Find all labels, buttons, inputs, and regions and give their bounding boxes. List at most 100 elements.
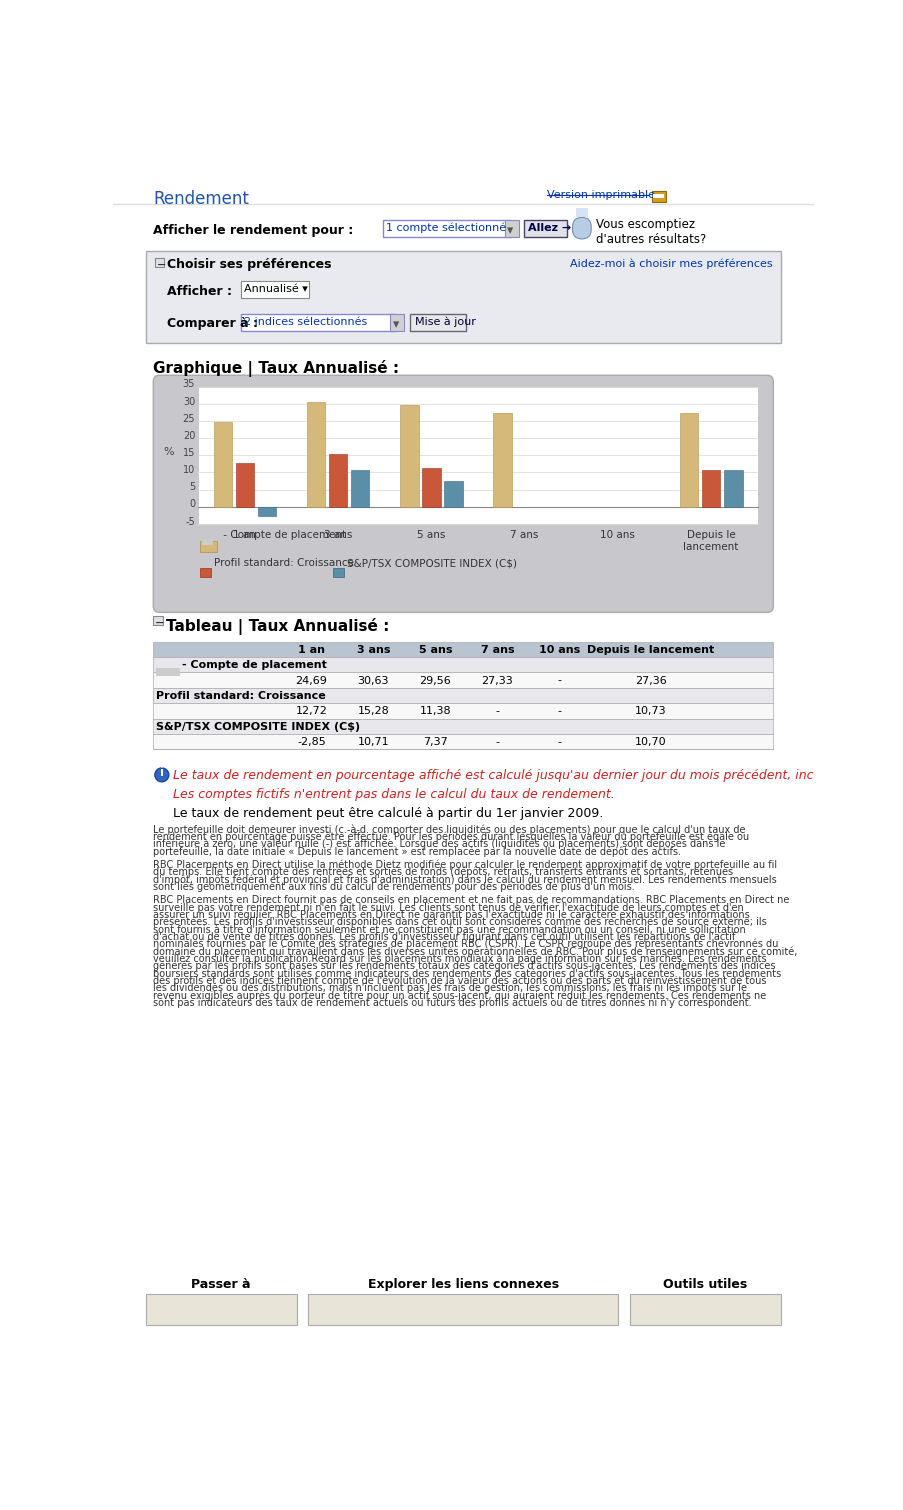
Text: 27,33: 27,33	[481, 675, 513, 686]
Text: −: −	[154, 618, 164, 628]
Text: sont fournis à titre d'information seulement et ne constituent pas une recommand: sont fournis à titre d'information seule…	[154, 924, 745, 935]
Text: d'impôt, impôts fédéral et provincial et frais d'administration) dans le calcul : d'impôt, impôts fédéral et provincial et…	[154, 874, 777, 885]
Bar	[154, 672, 772, 689]
Bar	[202, 539, 213, 545]
Bar	[409, 314, 465, 331]
Bar	[306, 402, 325, 507]
Bar	[257, 507, 276, 516]
Text: boursiers standards sont utilisés comme indicateurs des rendements des catégorie: boursiers standards sont utilisés comme …	[154, 968, 781, 978]
Text: 10,73: 10,73	[634, 707, 666, 716]
Text: d'achat ou de vente de titres donnés. Les profils d'investisseur figurant dans c: d'achat ou de vente de titres donnés. Le…	[154, 932, 735, 942]
Text: 10 ans: 10 ans	[538, 645, 580, 655]
Text: Depuis le
lancement: Depuis le lancement	[683, 530, 738, 551]
Text: 10,71: 10,71	[358, 737, 389, 747]
Text: Le taux de rendement en pourcentage affiché est calculé jusqu'au dernier jour du: Le taux de rendement en pourcentage affi…	[173, 769, 886, 782]
Text: sont liés géométriquement aux fins du calcul de rendements pour des périodes de : sont liés géométriquement aux fins du ca…	[154, 882, 634, 892]
Text: Profil standard: Croissance: Profil standard: Croissance	[155, 692, 325, 701]
Text: - Compte de placement: - Compte de placement	[219, 530, 346, 541]
Text: revenu exigibles auprès du porteur de titre pour un actif sous-jacent, qui aurai: revenu exigibles auprès du porteur de ti…	[154, 991, 766, 1001]
Text: 10,70: 10,70	[634, 737, 666, 747]
Text: 1 an: 1 an	[233, 530, 256, 541]
Bar	[154, 616, 163, 625]
Text: 10: 10	[182, 465, 195, 476]
Bar	[493, 414, 511, 507]
Bar	[145, 251, 780, 343]
Text: Afficher :: Afficher :	[167, 285, 232, 297]
Bar	[723, 470, 741, 507]
Text: domaine du placement qui travaillent dans les diverses unités opérationnelles de: domaine du placement qui travaillent dan…	[154, 947, 796, 957]
Text: présentées. Les profils d'investisseur disponibles dans cet outil sont considéré: présentées. Les profils d'investisseur d…	[154, 917, 767, 927]
Bar	[701, 470, 720, 507]
Text: -: -	[495, 707, 498, 716]
Bar	[154, 704, 772, 719]
Text: 2 indices sélectionnés: 2 indices sélectionnés	[244, 317, 367, 326]
Bar	[400, 405, 418, 507]
Text: Explorer les liens connexes: Explorer les liens connexes	[368, 1279, 558, 1291]
Text: %: %	[163, 447, 174, 458]
Bar	[145, 1294, 296, 1324]
Text: ▾: ▾	[392, 319, 398, 331]
Text: Graphique | Taux Annualisé :: Graphique | Taux Annualisé :	[154, 359, 399, 378]
Text: 1 compte sélectionné: 1 compte sélectionné	[386, 223, 506, 233]
Text: portefeuille, la date initiale « Depuis le lancement » est remplacée par la nouv: portefeuille, la date initiale « Depuis …	[154, 846, 681, 856]
Bar	[505, 219, 518, 237]
Bar	[154, 734, 772, 749]
Text: -: -	[557, 737, 561, 747]
Bar	[443, 482, 462, 507]
Bar	[679, 412, 698, 507]
Bar	[154, 657, 772, 672]
Text: S&P/TSX COMPOSITE INDEX (C$): S&P/TSX COMPOSITE INDEX (C$)	[155, 722, 359, 732]
Text: Vous escomptiez
d'autres résultats?: Vous escomptiez d'autres résultats?	[595, 217, 705, 246]
Text: 15,28: 15,28	[357, 707, 389, 716]
Bar	[629, 1294, 780, 1324]
Bar	[154, 642, 772, 657]
Text: 7 ans: 7 ans	[510, 530, 538, 541]
Text: ▾: ▾	[507, 225, 512, 237]
Bar	[154, 258, 164, 267]
Text: Mise à jour: Mise à jour	[414, 317, 476, 328]
Text: veuillez consulter la publication Regard sur les placements mondiaux à la page i: veuillez consulter la publication Regard…	[154, 953, 766, 963]
Text: Passer à: Passer à	[191, 1279, 250, 1291]
Bar	[329, 455, 347, 507]
Text: 5 ans: 5 ans	[417, 530, 445, 541]
Text: Version imprimable: Version imprimable	[546, 190, 655, 201]
Circle shape	[154, 769, 169, 782]
Text: RBC Placements en Direct fournit pas de conseils en placement et ne fait pas de : RBC Placements en Direct fournit pas de …	[154, 895, 789, 904]
Text: nominales fournies par le Comité des stratégies de placement RBC (CSPR). Le CSPR: nominales fournies par le Comité des str…	[154, 939, 777, 950]
Text: - Compte de placement: - Compte de placement	[182, 660, 327, 670]
Text: Comparer à :: Comparer à :	[167, 317, 258, 331]
Text: du temps. Elle tient compte des rentrées et sorties de fonds (dépôts, retraits, : du temps. Elle tient compte des rentrées…	[154, 867, 732, 877]
Text: 35: 35	[182, 379, 195, 390]
Bar	[154, 689, 772, 704]
Text: 12,72: 12,72	[295, 707, 327, 716]
Text: 25: 25	[182, 414, 195, 424]
Bar	[240, 314, 396, 331]
Text: 10 ans: 10 ans	[600, 530, 635, 541]
FancyBboxPatch shape	[154, 376, 772, 613]
Bar	[200, 568, 210, 577]
Text: 30: 30	[182, 397, 195, 406]
Text: 7 ans: 7 ans	[480, 645, 514, 655]
Text: Profil standard: Croissance: Profil standard: Croissance	[213, 559, 353, 568]
Bar	[651, 192, 665, 202]
Text: -5: -5	[185, 516, 195, 527]
Text: 24,69: 24,69	[295, 675, 327, 686]
Text: 29,56: 29,56	[419, 675, 451, 686]
Text: Choisir ses préférences: Choisir ses préférences	[167, 258, 331, 272]
Text: 3 ans: 3 ans	[323, 530, 352, 541]
Text: -2,85: -2,85	[297, 737, 325, 747]
Text: inférieure à zéro, une valeur nulle (-) est affichée. Lorsque des actifs (liquid: inférieure à zéro, une valeur nulle (-) …	[154, 838, 725, 849]
Text: Le taux de rendement peut être calculé à partir du 1er janvier 2009.: Le taux de rendement peut être calculé à…	[173, 808, 603, 820]
Text: Aidez-moi à choisir mes préférences: Aidez-moi à choisir mes préférences	[570, 258, 772, 269]
Text: Depuis le lancement: Depuis le lancement	[587, 645, 713, 655]
Text: 30,63: 30,63	[358, 675, 388, 686]
Text: Le portefeuille doit demeurer investi (c.-à-d. comporter des liquidités ou des p: Le portefeuille doit demeurer investi (c…	[154, 824, 745, 835]
Bar	[523, 219, 566, 237]
Bar	[422, 468, 441, 507]
Text: Rendement: Rendement	[154, 190, 249, 208]
Text: 11,38: 11,38	[419, 707, 451, 716]
Text: Les comptes fictifs n'entrent pas dans le calcul du taux de rendement.: Les comptes fictifs n'entrent pas dans l…	[173, 788, 615, 800]
Text: -: -	[495, 737, 498, 747]
Text: 1 an: 1 an	[298, 645, 324, 655]
Text: rendement en pourcentage puisse être effectué. Pour les périodes durant lesquell: rendement en pourcentage puisse être eff…	[154, 832, 749, 843]
